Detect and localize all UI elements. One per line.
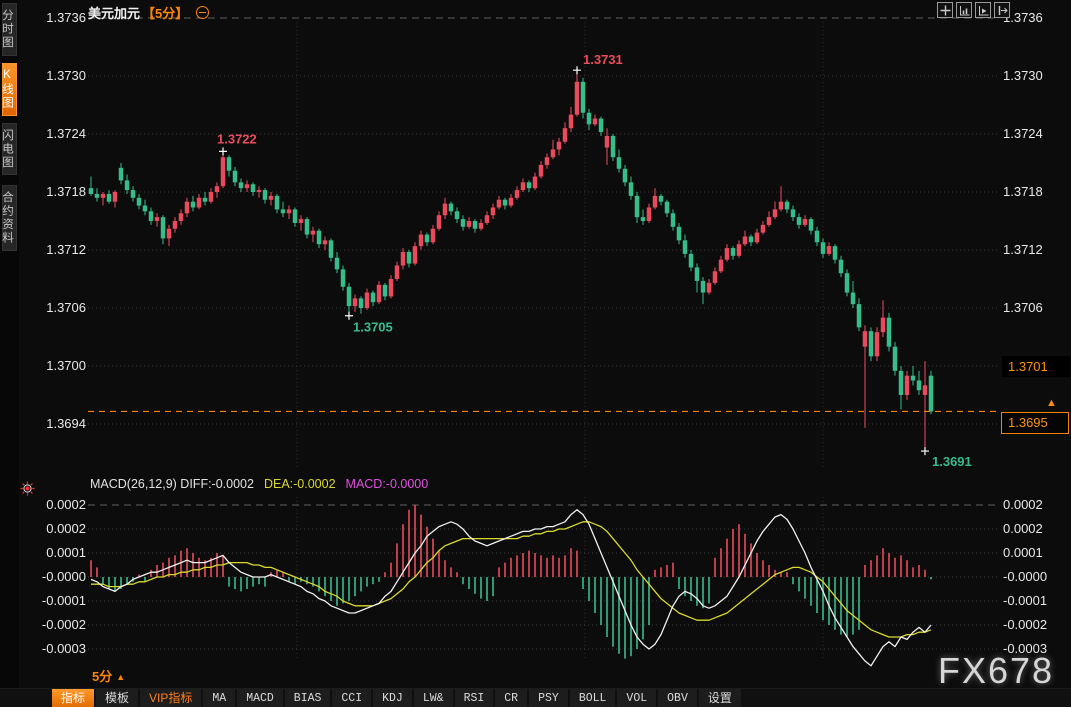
period-selector[interactable]: 5分 ▲ <box>92 666 125 685</box>
axis-label: 1.3706 <box>1003 300 1043 315</box>
candlestick-series <box>88 70 934 452</box>
axis-label: 1.3718 <box>1003 184 1043 199</box>
axis-label: 1.3730 <box>46 68 86 83</box>
toolbar-item-OBV[interactable]: OBV <box>658 689 697 707</box>
toolbar-item-指标[interactable]: 指标 <box>52 689 95 707</box>
sidebar-tab-合约资料[interactable]: 合约资料 <box>1 185 17 251</box>
toolbar-item-设置[interactable]: 设置 <box>698 689 741 707</box>
axis-label: -0.0001 <box>1003 593 1048 608</box>
timeframe-label: 【5分】 <box>142 6 189 21</box>
axis-label: 0.0001 <box>46 545 86 560</box>
extreme-marker-icon <box>921 447 929 456</box>
toolbar-item-BOLL[interactable]: BOLL <box>569 689 616 707</box>
axis-label: 0.0001 <box>1003 545 1043 560</box>
axis-label: 1.3712 <box>46 242 86 257</box>
extreme-marker-icon <box>573 66 581 75</box>
axis-label: 0.0002 <box>46 521 86 536</box>
dea-line <box>91 521 932 638</box>
price-annotation: 1.3691 <box>932 454 972 469</box>
axis-label: -0.0003 <box>1003 641 1048 656</box>
chart-title: 美元加元 【5分】 <box>88 3 209 22</box>
price-annotation: 1.3731 <box>583 52 623 67</box>
current-price-arrow-icon: ▲ <box>1046 397 1057 409</box>
current-price-tag: 1.3695 <box>1001 412 1069 434</box>
toolbar-item-MACD[interactable]: MACD <box>237 689 283 707</box>
axis-label: 0.0002 <box>1003 497 1043 512</box>
diff-line <box>90 509 932 667</box>
axis-label: -0.0002 <box>1003 617 1048 632</box>
chart-toolbar <box>937 2 1010 18</box>
axis-label: 1.3694 <box>46 416 86 431</box>
axis-label: -0.0000 <box>1003 569 1048 584</box>
axis-label: 1.3712 <box>1003 242 1043 257</box>
indicator-toolbar: 指标 模板 VIP指标 MA MACD BIAS CCI KDJ LW& RSI CR PSY BOLL… <box>0 688 1071 707</box>
zoom-out-icon[interactable] <box>195 6 209 19</box>
price-annotation: 1.3722 <box>217 131 257 146</box>
chart-scale-icon[interactable] <box>956 2 972 18</box>
toolbar-item-RSI[interactable]: RSI <box>454 689 494 707</box>
axis-label: -0.0000 <box>41 569 86 584</box>
axis-label: -0.0003 <box>41 641 86 656</box>
chevron-up-icon: ▲ <box>116 672 126 682</box>
toolbar-item-PSY[interactable]: PSY <box>529 689 568 707</box>
macd-header: MACD(26,12,9) DIFF:-0.0002 DEA:-0.0002 MAC… <box>90 477 428 491</box>
sidebar: 分时图 K线图闪电图合约资料 <box>0 0 19 707</box>
indicator-alert-icon[interactable] <box>20 481 35 501</box>
toolbar-item-模板[interactable]: 模板 <box>96 689 139 707</box>
macd-dea-value: DEA:-0.0002 <box>263 477 336 491</box>
extreme-marker-icon <box>219 147 227 156</box>
axis-label: 0.0002 <box>46 497 86 512</box>
toolbar-item-KDJ[interactable]: KDJ <box>373 689 412 707</box>
toolbar-item-VIP指标[interactable]: VIP指标 <box>140 689 202 707</box>
axis-label: -0.0002 <box>41 617 86 632</box>
last-price-tag: 1.3701 <box>1002 356 1070 377</box>
macd-histogram <box>90 505 932 659</box>
toolbar-item-CCI[interactable]: CCI <box>332 689 372 707</box>
axis-label: 1.3718 <box>46 184 86 199</box>
crosshair-move-icon[interactable] <box>937 2 953 18</box>
macd-macd-value: MACD:-0.0000 <box>345 477 429 491</box>
toolbar-item-MA[interactable]: MA <box>203 689 236 707</box>
axis-label: 1.3736 <box>1003 10 1043 25</box>
axis-label: 1.3724 <box>1003 126 1043 141</box>
toolbar-item-CR[interactable]: CR <box>495 689 528 707</box>
period-label: 5分 <box>92 669 113 684</box>
macd-params-diff: MACD(26,12,9) DIFF:-0.0002 <box>90 477 254 491</box>
price-annotation: 1.3705 <box>353 320 393 335</box>
toolbar-item-BIAS[interactable]: BIAS <box>284 689 331 707</box>
sidebar-tab-分时图[interactable]: 分时图 <box>1 3 17 56</box>
toolbar-item-VOL[interactable]: VOL <box>617 689 657 707</box>
toolbar-item-LW&[interactable]: LW& <box>413 689 453 707</box>
symbol-name: 美元加元 <box>88 6 141 21</box>
axis-label: 0.0002 <box>1003 521 1043 536</box>
axis-label: 1.3724 <box>46 126 86 141</box>
chart-shift-icon[interactable] <box>994 2 1010 18</box>
axis-label: 1.3730 <box>1003 68 1043 83</box>
axis-label: 1.3736 <box>46 10 86 25</box>
axis-label: 1.3706 <box>46 300 86 315</box>
axis-label: 1.3700 <box>46 358 86 373</box>
sidebar-tab-K线图[interactable]: K线图 <box>1 62 17 116</box>
chart-playback-icon[interactable] <box>975 2 991 18</box>
sidebar-tab-闪电图[interactable]: 闪电图 <box>1 122 17 175</box>
axis-label: -0.0001 <box>41 593 86 608</box>
watermark: FX678 <box>938 650 1055 691</box>
extreme-marker-icon <box>345 311 353 320</box>
